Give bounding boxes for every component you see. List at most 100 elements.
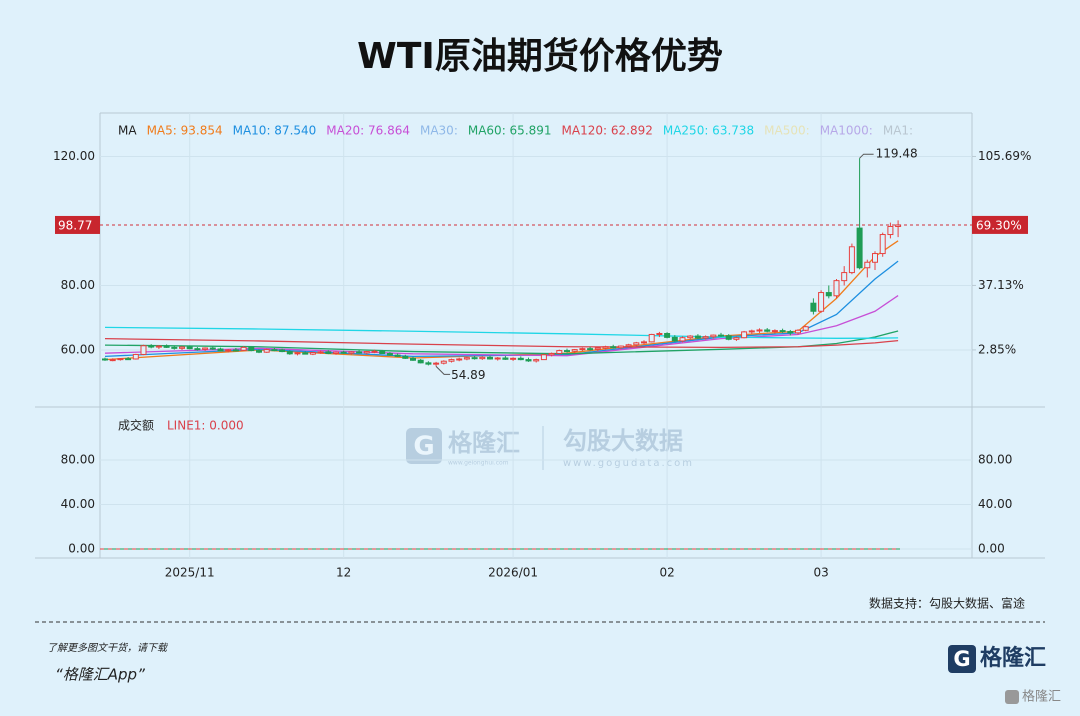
volume-tick-label-right: 0.00 xyxy=(978,541,1005,555)
min-label: 54.89 xyxy=(451,368,485,382)
ma-line xyxy=(104,330,899,355)
candle-body xyxy=(810,302,817,312)
legend-item: MA30: xyxy=(420,124,458,138)
candle-body xyxy=(617,345,624,349)
candle-body xyxy=(340,351,347,354)
candle-body xyxy=(733,337,740,340)
candle-body xyxy=(841,272,848,282)
candle-body xyxy=(109,359,116,362)
y2-tick-label: 105.69% xyxy=(978,149,1031,163)
candle-body xyxy=(525,359,532,362)
x-tick-label: 03 xyxy=(813,566,828,580)
frame xyxy=(35,112,1045,559)
candle-body xyxy=(256,350,262,353)
candle-body xyxy=(494,357,501,360)
candle-body xyxy=(410,357,416,361)
candle-body xyxy=(294,352,301,355)
candle-body xyxy=(872,253,878,263)
candle-body xyxy=(694,335,701,339)
candle-body xyxy=(848,246,855,274)
candle-body xyxy=(325,351,332,354)
candle-body xyxy=(202,347,209,350)
candle-body xyxy=(433,362,440,365)
legend-item: MA10: 87.540 xyxy=(233,124,317,138)
candle-body xyxy=(648,333,655,343)
candle-body xyxy=(232,349,239,352)
volume-tick-label: 80.00 xyxy=(61,453,95,467)
candle-body xyxy=(317,351,324,354)
candle-body xyxy=(179,346,185,349)
footer-line1: 了解更多图文干货，请下载 xyxy=(47,642,169,654)
candle-body xyxy=(795,329,801,334)
candle-body xyxy=(425,362,432,365)
candle-body xyxy=(756,329,763,332)
max-label: 119.48 xyxy=(876,147,918,161)
candle-body xyxy=(656,333,663,335)
legend-title: MA xyxy=(118,124,137,138)
candle-body xyxy=(456,358,463,361)
candle-body xyxy=(440,360,447,364)
watermark-data-brand: 勾股大数据 xyxy=(563,427,683,455)
footer-logo-g: G xyxy=(953,647,970,671)
watermark-url: www.gelonghui.com xyxy=(448,460,509,467)
watermark-logo-g: G xyxy=(413,432,434,462)
candle-body xyxy=(263,349,270,353)
candle-body xyxy=(394,354,401,357)
ma-line xyxy=(104,295,899,357)
watermark-data-url: www.gogudata.com xyxy=(563,458,694,469)
candle-body xyxy=(771,330,778,333)
watermark: G 格隆汇 www.gelonghui.com 勾股大数据 www.goguda… xyxy=(406,426,694,470)
volume-tick-label-right: 40.00 xyxy=(978,497,1012,511)
candle-body xyxy=(348,351,355,354)
title: WTI原油期货价格优势 xyxy=(357,36,723,77)
candle-body xyxy=(363,351,370,354)
candle-body xyxy=(186,346,193,350)
candle-body xyxy=(856,227,863,269)
x-tick-label: 12 xyxy=(336,566,351,580)
candle-body xyxy=(471,357,478,360)
volume-tick-label-right: 80.00 xyxy=(978,453,1012,467)
candle-body xyxy=(155,345,162,348)
candle-body xyxy=(225,349,232,352)
source: 数据支持：勾股大数据、富途 xyxy=(869,596,1025,611)
candle-body xyxy=(510,357,517,360)
legend-item: MA5: 93.854 xyxy=(147,124,223,138)
candle-body xyxy=(548,352,555,356)
candle-body xyxy=(633,342,640,346)
candle-body xyxy=(641,341,647,344)
legend-item: MA60: 65.891 xyxy=(468,124,552,138)
candle-body xyxy=(194,348,201,351)
max-leader xyxy=(859,153,874,159)
candle-body xyxy=(448,359,455,362)
watermark-brand: 格隆汇 xyxy=(448,429,520,457)
candle-body xyxy=(217,348,224,352)
candle-body xyxy=(540,354,547,361)
candle-body xyxy=(864,261,871,269)
candle-body xyxy=(664,333,671,338)
volume-tick-label: 40.00 xyxy=(61,497,95,511)
last-price-box xyxy=(55,215,100,234)
last-change-box xyxy=(972,215,1028,234)
candle-body xyxy=(802,326,809,331)
candle-body xyxy=(102,358,108,361)
candle-body xyxy=(748,330,755,333)
candle-body xyxy=(787,331,794,334)
y-tick-label: 120.00 xyxy=(53,149,95,163)
candle-body xyxy=(625,344,632,347)
watermark-logo xyxy=(406,428,442,464)
legend-item: MA120: 62.892 xyxy=(562,124,653,138)
candle-body xyxy=(140,345,147,355)
candle-body xyxy=(379,350,386,354)
candle-body xyxy=(718,334,724,337)
candle-body xyxy=(148,345,155,348)
candle-body xyxy=(533,359,540,362)
candle-body xyxy=(125,358,132,361)
candle-body xyxy=(286,351,293,355)
volume-title: 成交额 xyxy=(118,418,154,433)
candle-body xyxy=(710,334,717,338)
ma-line xyxy=(104,338,899,349)
candle-body xyxy=(571,349,578,352)
candle-body xyxy=(502,357,509,360)
candle-body xyxy=(879,234,886,255)
